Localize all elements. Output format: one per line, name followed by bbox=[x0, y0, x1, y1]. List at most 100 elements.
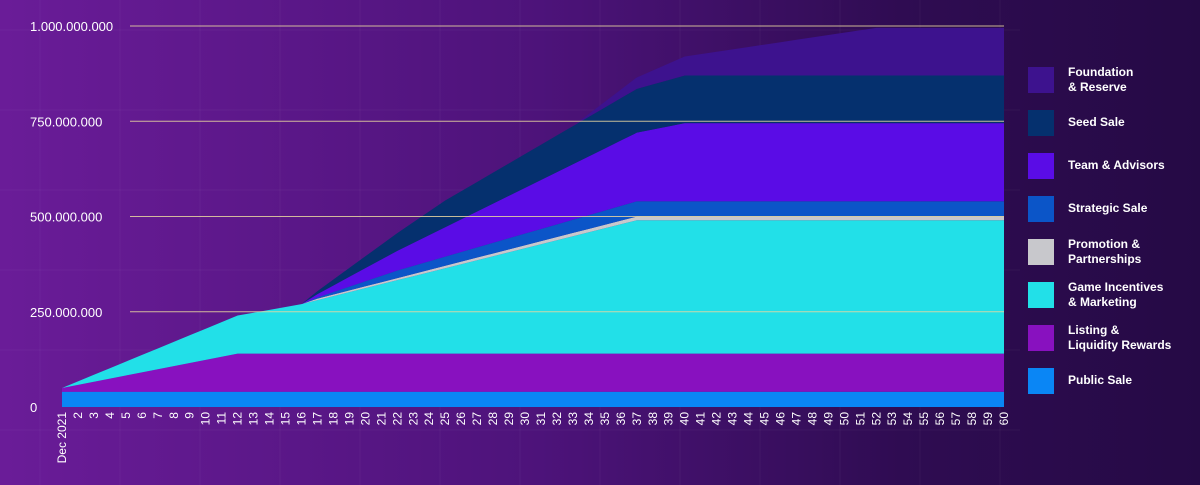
y-tick-label: 1.000.000.000 bbox=[30, 19, 113, 34]
legend-label: Game Incentives & Marketing bbox=[1068, 279, 1164, 309]
area-series-group bbox=[62, 27, 1004, 407]
x-tick-label: 15 bbox=[279, 412, 293, 426]
x-tick-label: 16 bbox=[294, 412, 308, 426]
x-tick-label: 50 bbox=[837, 412, 851, 426]
x-tick-label: 45 bbox=[758, 412, 772, 426]
legend-swatch bbox=[1028, 152, 1054, 179]
y-tick-label: 250.000.000 bbox=[30, 305, 102, 320]
x-tick-label: 2 bbox=[71, 412, 85, 419]
x-tick-label: 58 bbox=[965, 412, 979, 426]
legend-item: Team & Advisors bbox=[1028, 144, 1198, 187]
legend-item: Seed Sale bbox=[1028, 101, 1198, 144]
x-tick-label: 8 bbox=[167, 412, 181, 419]
area-strategic-sale bbox=[62, 201, 1004, 388]
x-tick-label: 39 bbox=[662, 412, 676, 426]
x-tick-label: 47 bbox=[789, 412, 803, 426]
x-tick-label: 10 bbox=[199, 412, 213, 426]
legend-label: Team & Advisors bbox=[1068, 158, 1165, 172]
legend-item: Public Sale bbox=[1028, 359, 1198, 402]
x-tick-label: 18 bbox=[326, 412, 340, 426]
x-tick-label: 17 bbox=[310, 412, 324, 426]
horizontal-gridlines bbox=[130, 25, 1004, 313]
legend-swatch bbox=[1028, 324, 1054, 351]
area-team-advisors bbox=[62, 123, 1004, 388]
area-game-incentives-marketing bbox=[62, 220, 1004, 388]
area-foundation-reserve bbox=[62, 27, 1004, 388]
y-tick-label: 500.000.000 bbox=[30, 210, 102, 225]
x-tick-label: 43 bbox=[726, 412, 740, 426]
legend-swatch bbox=[1028, 238, 1054, 265]
x-tick-label: 32 bbox=[550, 412, 564, 426]
y-tick-label: 750.000.000 bbox=[30, 114, 102, 129]
legend-item: Listing & Liquidity Rewards bbox=[1028, 316, 1198, 359]
x-tick-label: 4 bbox=[103, 412, 117, 419]
x-tick-label: 29 bbox=[502, 412, 516, 426]
x-tick-label: 46 bbox=[773, 412, 787, 426]
legend-swatch bbox=[1028, 109, 1054, 136]
x-tick-label: 60 bbox=[997, 412, 1011, 426]
legend-item: Foundation & Reserve bbox=[1028, 58, 1198, 101]
x-tick-label: 26 bbox=[454, 412, 468, 426]
legend-item: Promotion & Partnerships bbox=[1028, 230, 1198, 273]
x-tick-label: Dec 2021 bbox=[55, 412, 69, 464]
x-tick-label: 28 bbox=[486, 412, 500, 426]
area-public-sale bbox=[62, 391, 1004, 407]
x-tick-label: 35 bbox=[598, 412, 612, 426]
x-tick-label: 56 bbox=[933, 412, 947, 426]
legend-label: Promotion & Partnerships bbox=[1068, 236, 1142, 266]
legend-label: Public Sale bbox=[1068, 373, 1133, 387]
legend-swatch bbox=[1028, 195, 1054, 222]
x-tick-label: 7 bbox=[151, 412, 165, 419]
x-tick-label: 37 bbox=[630, 412, 644, 426]
y-tick-label: 0 bbox=[30, 400, 37, 415]
x-tick-label: 48 bbox=[805, 412, 819, 426]
x-tick-label: 19 bbox=[342, 412, 356, 426]
x-tick-label: 55 bbox=[917, 412, 931, 426]
x-tick-label: 20 bbox=[358, 412, 372, 426]
x-tick-label: 57 bbox=[949, 412, 963, 426]
x-tick-label: 54 bbox=[901, 412, 915, 426]
x-tick-label: 38 bbox=[646, 412, 660, 426]
x-tick-label: 42 bbox=[710, 412, 724, 426]
y-axis-ticks: 0 250.000.000 500.000.000 750.000.000 1.000.… bbox=[30, 19, 113, 415]
x-tick-label: 14 bbox=[263, 412, 277, 426]
x-tick-label: 51 bbox=[853, 412, 867, 426]
x-tick-label: 44 bbox=[742, 412, 756, 426]
legend-label: Foundation & Reserve bbox=[1068, 64, 1134, 94]
vesting-chart: 0 250.000.000 500.000.000 750.000.000 1.000.… bbox=[30, 19, 1011, 464]
x-axis-ticks: Dec 2021 2 3 4 5 6 7 8 9 10 11 12 13 14 15 16 17 18 19 20 21… bbox=[55, 412, 1011, 464]
x-tick-label: 11 bbox=[215, 412, 229, 425]
x-tick-label: 49 bbox=[821, 412, 835, 426]
x-tick-label: 6 bbox=[135, 412, 149, 419]
area-listing-liquidity-rewards bbox=[62, 353, 1004, 392]
x-tick-label: 31 bbox=[534, 412, 548, 426]
x-tick-label: 9 bbox=[183, 412, 197, 419]
area-seed-sale bbox=[62, 75, 1004, 388]
x-tick-label: 22 bbox=[390, 412, 404, 426]
x-tick-label: 33 bbox=[566, 412, 580, 426]
x-tick-label: 41 bbox=[694, 412, 708, 426]
legend-swatch bbox=[1028, 66, 1054, 93]
legend-item: Strategic Sale bbox=[1028, 187, 1198, 230]
x-tick-label: 21 bbox=[374, 412, 388, 426]
x-tick-label: 59 bbox=[981, 412, 995, 426]
x-tick-label: 52 bbox=[869, 412, 883, 426]
x-tick-label: 34 bbox=[582, 412, 596, 426]
x-tick-label: 5 bbox=[119, 412, 133, 419]
legend-label: Seed Sale bbox=[1068, 115, 1125, 129]
chart-legend: Foundation & Reserve Seed Sale Team & Advi… bbox=[1028, 58, 1198, 402]
legend-swatch bbox=[1028, 367, 1054, 394]
x-tick-label: 27 bbox=[470, 412, 484, 426]
x-tick-label: 30 bbox=[518, 412, 532, 426]
x-tick-label: 24 bbox=[422, 412, 436, 426]
x-tick-label: 40 bbox=[678, 412, 692, 426]
x-tick-label: 25 bbox=[438, 412, 452, 426]
legend-label: Listing & Liquidity Rewards bbox=[1068, 322, 1172, 352]
legend-swatch bbox=[1028, 281, 1054, 308]
x-tick-label: 3 bbox=[87, 412, 101, 419]
x-tick-label: 23 bbox=[406, 412, 420, 426]
legend-item: Game Incentives & Marketing bbox=[1028, 273, 1198, 316]
x-tick-label: 13 bbox=[247, 412, 261, 426]
x-tick-label: 53 bbox=[885, 412, 899, 426]
legend-label: Strategic Sale bbox=[1068, 201, 1148, 215]
